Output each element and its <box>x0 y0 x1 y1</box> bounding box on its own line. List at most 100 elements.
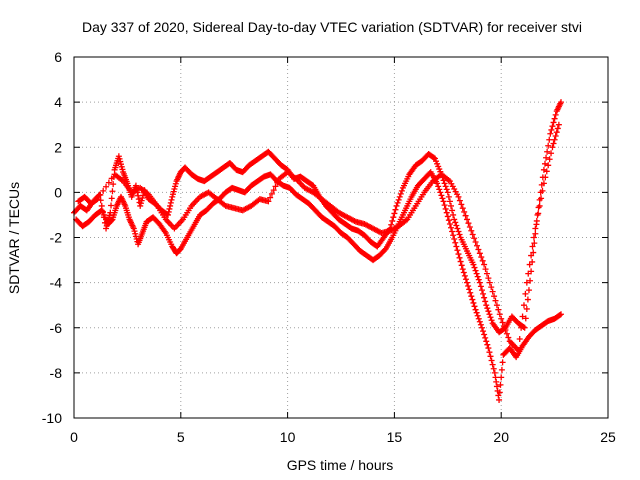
data-point <box>473 309 480 316</box>
data-point <box>452 219 459 226</box>
data-point <box>441 202 448 209</box>
data-point <box>489 288 496 295</box>
x-tick-label: 5 <box>177 429 185 445</box>
data-point <box>497 381 504 388</box>
data-point <box>439 195 446 202</box>
data-point <box>481 261 488 268</box>
data-point <box>462 212 469 219</box>
data-point <box>472 306 479 313</box>
data-point <box>548 126 555 133</box>
data-point <box>453 243 460 250</box>
data-point <box>395 196 402 203</box>
data-point <box>491 369 498 376</box>
data-point <box>522 315 529 322</box>
data-point <box>167 202 174 209</box>
data-point <box>445 217 452 224</box>
data-point <box>475 276 482 283</box>
data-point <box>471 303 478 310</box>
data-point <box>471 235 478 242</box>
data-point <box>478 287 485 294</box>
data-point <box>445 193 452 200</box>
data-point <box>484 305 491 312</box>
data-point <box>455 228 462 235</box>
data-point <box>389 217 396 224</box>
y-tick-label: 4 <box>54 94 62 110</box>
data-point <box>536 202 543 209</box>
y-tick-label: -10 <box>42 410 62 426</box>
data-point <box>549 123 556 130</box>
data-point <box>449 207 456 214</box>
data-point <box>100 187 107 194</box>
data-point <box>274 179 281 186</box>
data-point <box>450 211 457 218</box>
data-point <box>482 298 489 305</box>
data-point <box>451 236 458 243</box>
data-point <box>525 287 532 294</box>
data-point <box>465 283 472 290</box>
data-point <box>448 224 455 231</box>
data-point <box>485 308 492 315</box>
y-axis-label: SDTVAR / TECUs <box>6 182 22 294</box>
data-point <box>398 187 405 194</box>
data-point <box>543 168 550 175</box>
data-point <box>489 361 496 368</box>
data-point <box>446 220 453 227</box>
data-point <box>532 225 539 232</box>
data-point <box>470 261 477 268</box>
data-point <box>503 330 510 337</box>
data-point <box>461 272 468 279</box>
data-point <box>496 311 503 318</box>
data-point <box>167 199 174 206</box>
data-point <box>491 293 498 300</box>
data-point <box>496 396 503 403</box>
data-point <box>108 202 115 209</box>
data-point <box>450 232 457 239</box>
data-point <box>265 198 272 205</box>
data-point <box>454 247 461 254</box>
data-point <box>544 148 551 155</box>
data-point <box>498 366 505 373</box>
data-point <box>110 181 117 188</box>
data-point <box>444 213 451 220</box>
data-point <box>545 162 552 169</box>
data-point <box>558 311 565 318</box>
data-point <box>468 227 475 234</box>
data-point <box>168 196 175 203</box>
data-point <box>472 239 479 246</box>
data-point <box>442 183 449 190</box>
data-point <box>529 243 536 250</box>
data-point <box>518 324 525 331</box>
data-point <box>272 183 279 190</box>
data-point <box>474 312 481 319</box>
data-point <box>492 374 499 381</box>
data-point <box>530 249 537 256</box>
data-point <box>530 234 537 241</box>
data-point <box>525 270 532 277</box>
data-point <box>437 189 444 196</box>
data-point <box>520 302 527 309</box>
data-point <box>462 276 469 283</box>
data-point <box>441 180 448 187</box>
data-point <box>486 311 493 318</box>
data-point <box>478 254 485 261</box>
data-point <box>538 195 545 202</box>
data-point <box>487 353 494 360</box>
data-point <box>485 345 492 352</box>
data-point <box>501 323 508 330</box>
series-track-c <box>75 121 562 354</box>
data-point <box>475 246 482 253</box>
data-point <box>165 208 172 215</box>
data-point <box>108 217 115 224</box>
data-point <box>459 205 466 212</box>
data-point <box>394 199 401 206</box>
y-tick-label: -6 <box>50 320 63 336</box>
data-point <box>480 328 487 335</box>
data-point <box>442 205 449 212</box>
data-point <box>505 334 512 341</box>
series-track-b <box>73 169 565 403</box>
data-point <box>522 290 529 297</box>
data-point <box>465 220 472 227</box>
data-point <box>396 193 403 200</box>
data-point <box>499 359 506 366</box>
data-point <box>490 365 497 372</box>
